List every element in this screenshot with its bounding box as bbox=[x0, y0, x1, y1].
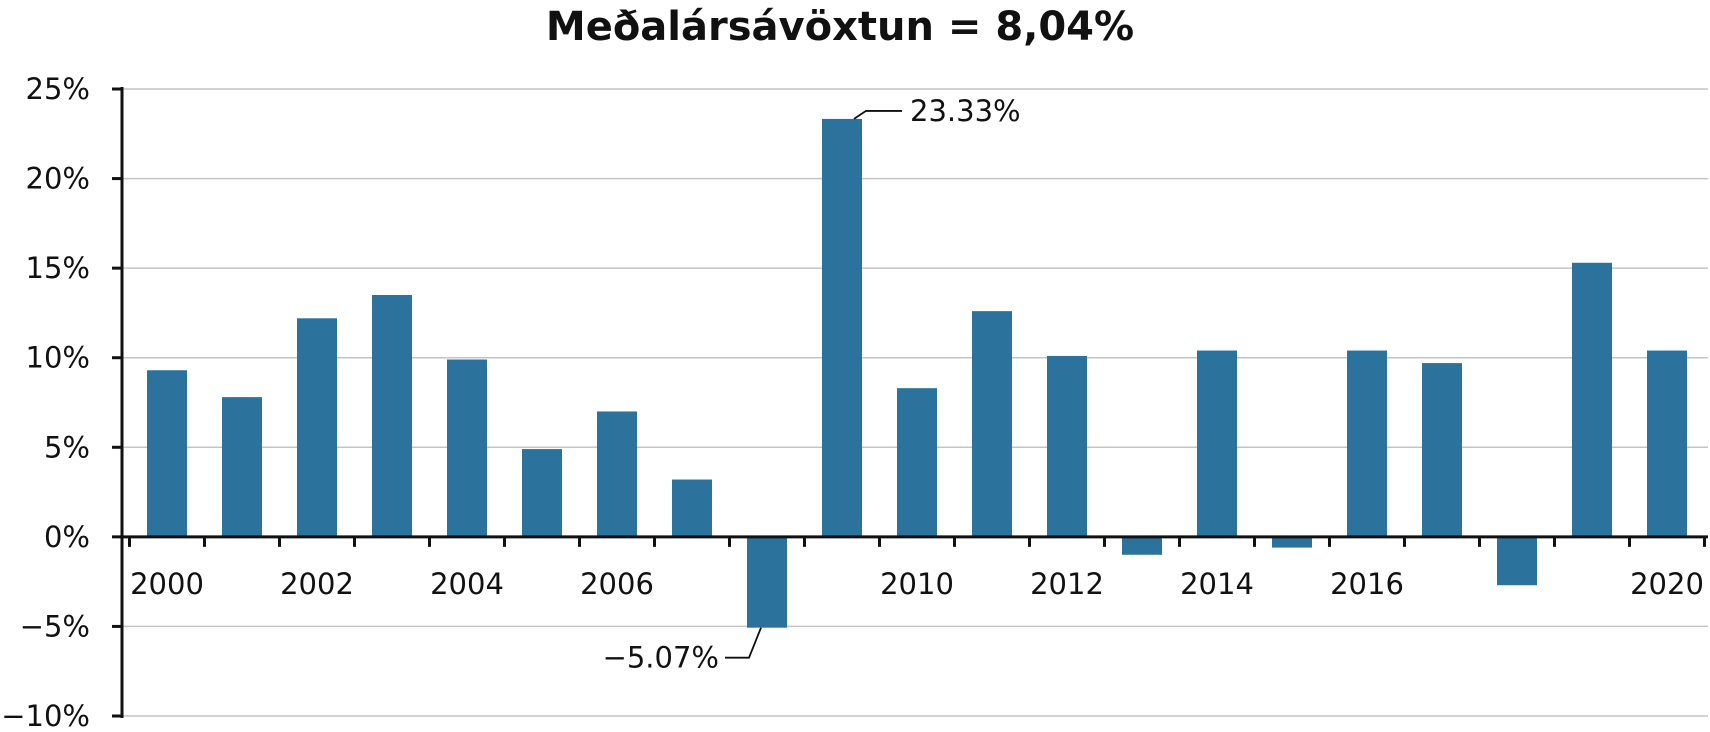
bar bbox=[1422, 363, 1462, 537]
y-tick-label: −10% bbox=[1, 699, 90, 732]
annotation-leader bbox=[725, 627, 762, 659]
x-tick-label: 2016 bbox=[1330, 567, 1404, 601]
bar bbox=[522, 449, 562, 537]
x-tick-label: 2004 bbox=[430, 567, 504, 601]
bar bbox=[972, 311, 1012, 537]
data-label: −5.07% bbox=[603, 641, 719, 675]
bar bbox=[147, 370, 187, 537]
bar bbox=[372, 295, 412, 537]
y-tick-label: 25% bbox=[26, 72, 90, 106]
bar bbox=[597, 411, 637, 537]
x-tick-label: 2010 bbox=[880, 567, 954, 601]
bar bbox=[822, 118, 862, 537]
x-tick-label: 2014 bbox=[1180, 567, 1254, 601]
bar bbox=[222, 397, 262, 537]
tick-labels: 25%20%15%10%5%0%−5%−10%2000 2002 2004 2006 2… bbox=[1, 72, 1704, 732]
y-tick-label: 5% bbox=[44, 430, 90, 464]
bar bbox=[1647, 350, 1687, 537]
x-tick-label: 2012 bbox=[1030, 567, 1104, 601]
bar bbox=[1197, 350, 1237, 537]
chart-title: Meðalársávöxtun = 8,04% bbox=[546, 4, 1134, 50]
x-tick-label: 2020 bbox=[1630, 567, 1704, 601]
bar bbox=[1272, 536, 1312, 548]
bar bbox=[897, 388, 937, 537]
annotations: 23.33% −5.07% bbox=[603, 94, 1021, 675]
bar bbox=[1122, 536, 1162, 555]
axes bbox=[112, 87, 1708, 718]
y-tick-label: −5% bbox=[20, 609, 90, 643]
bar bbox=[1347, 350, 1387, 537]
y-tick-label: 10% bbox=[26, 341, 90, 375]
annotation-leader bbox=[853, 110, 902, 120]
y-tick-label: 0% bbox=[44, 520, 90, 554]
x-tick-label: 2002 bbox=[280, 567, 354, 601]
bar bbox=[747, 536, 787, 628]
bar bbox=[672, 479, 712, 537]
y-tick-label: 15% bbox=[26, 251, 90, 285]
y-tick-label: 20% bbox=[26, 162, 90, 196]
bar bbox=[1497, 536, 1537, 586]
bar bbox=[297, 318, 337, 537]
bar bbox=[447, 359, 487, 537]
x-tick-label: 2006 bbox=[580, 567, 654, 601]
bar bbox=[1572, 262, 1612, 537]
bars bbox=[147, 118, 1687, 628]
x-tick-label: 2000 bbox=[130, 567, 204, 601]
data-label: 23.33% bbox=[910, 94, 1021, 128]
bar bbox=[1047, 355, 1087, 537]
